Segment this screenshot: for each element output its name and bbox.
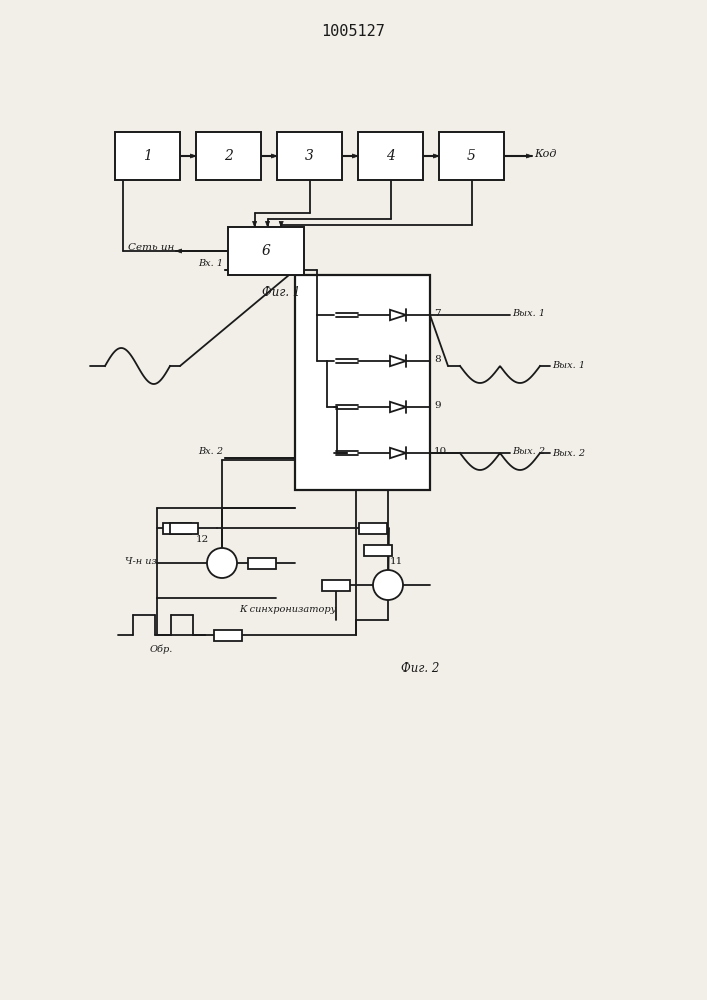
Text: Сеть ин: Сеть ин [128, 243, 174, 252]
Polygon shape [352, 154, 358, 158]
Polygon shape [527, 154, 532, 158]
Text: 1: 1 [143, 149, 152, 163]
Bar [228, 227, 304, 275]
Bar [358, 132, 423, 180]
Text: Вых. 1: Вых. 1 [512, 308, 545, 318]
Bar [196, 132, 261, 180]
Bar [170, 522, 198, 534]
Text: 3: 3 [305, 149, 314, 163]
Text: Вых. 1: Вых. 1 [552, 361, 585, 370]
Bar [295, 275, 430, 490]
Circle shape [373, 570, 403, 600]
Text: Ч-н из: Ч-н из [125, 556, 157, 566]
Polygon shape [265, 221, 269, 227]
Text: 8: 8 [434, 355, 440, 363]
Bar [115, 132, 180, 180]
Polygon shape [390, 310, 406, 320]
Text: Код: Код [534, 149, 556, 159]
Text: 9: 9 [434, 400, 440, 410]
Text: К синхронизатору: К синхронизатору [240, 605, 337, 614]
Bar [248, 558, 276, 568]
Circle shape [207, 548, 237, 578]
Text: 1005127: 1005127 [321, 24, 385, 39]
Polygon shape [252, 221, 257, 227]
Bar [359, 522, 387, 534]
Bar [322, 580, 350, 590]
Text: 6: 6 [262, 244, 271, 258]
Bar [364, 544, 392, 556]
Text: 12: 12 [195, 534, 209, 544]
Text: Вх. 1: Вх. 1 [198, 259, 223, 268]
Polygon shape [271, 154, 277, 158]
Bar [439, 132, 504, 180]
Polygon shape [390, 356, 406, 366]
Text: Обр.: Обр. [149, 644, 173, 654]
Text: 2: 2 [224, 149, 233, 163]
Polygon shape [176, 249, 182, 253]
Bar [214, 630, 242, 641]
Polygon shape [190, 154, 196, 158]
Text: 7: 7 [434, 308, 440, 318]
Polygon shape [390, 448, 406, 458]
Text: Фиг. 2: Фиг. 2 [401, 662, 439, 674]
Bar [163, 522, 191, 534]
Text: 11: 11 [390, 556, 402, 566]
Text: Вых. 2: Вых. 2 [512, 446, 545, 456]
Text: Вх. 2: Вх. 2 [198, 448, 223, 456]
Polygon shape [433, 154, 439, 158]
Text: 10: 10 [434, 446, 448, 456]
Bar [277, 132, 342, 180]
Text: 5: 5 [467, 149, 476, 163]
Text: Фиг. 1: Фиг. 1 [262, 286, 300, 300]
Polygon shape [390, 402, 406, 412]
Text: 4: 4 [386, 149, 395, 163]
Text: Вых. 2: Вых. 2 [552, 448, 585, 458]
Polygon shape [279, 221, 284, 227]
